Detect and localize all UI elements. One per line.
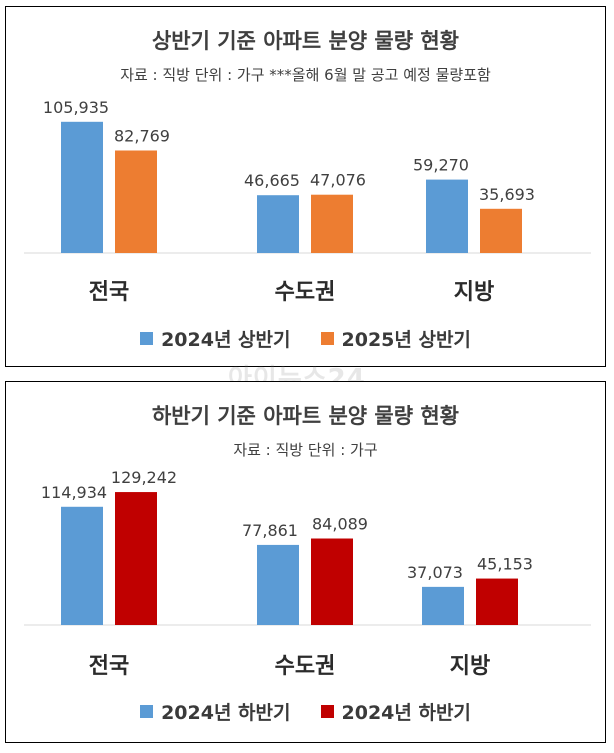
chart-title: 상반기 기준 아파트 분양 물량 현황: [151, 29, 460, 53]
bar-1-0: [257, 195, 299, 253]
data-label-1-0: 77,861: [242, 521, 298, 540]
bar-1-0: [257, 544, 299, 625]
legend-swatch: [140, 705, 154, 718]
data-label-0-1: 82,769: [114, 126, 170, 145]
legend-item-2024-first-half: 2024년 상반기: [140, 325, 291, 352]
legend-bottom: 2024년 하반기 2024년 하반기: [6, 698, 605, 725]
chart-title: 하반기 기준 아파트 분양 물량 현황: [151, 404, 460, 428]
category-label-0: 전국: [89, 654, 129, 679]
bar-2-0: [426, 179, 468, 253]
legend-label: 2024년 상반기: [161, 329, 291, 351]
chart-subtitle: 자료 : 직방 단위 : 가구: [233, 441, 378, 459]
data-label-0-0: 114,934: [41, 483, 107, 502]
bar-0-0: [61, 121, 103, 253]
legend-label: 2024년 하반기: [341, 702, 471, 724]
legend-swatch: [320, 332, 334, 345]
chart-subtitle: 자료 : 직방 단위 : 가구 ***올해 6월 말 공고 예정 물량포함: [120, 66, 491, 84]
data-label-1-1: 47,076: [310, 171, 366, 190]
legend-label: 2024년 하반기: [161, 702, 291, 724]
chart-panel-top: 상반기 기준 아파트 분양 물량 현황 자료 : 직방 단위 : 가구 ***올…: [5, 6, 606, 367]
chart-panel-bottom: 하반기 기준 아파트 분양 물량 현황 자료 : 직방 단위 : 가구 114,…: [5, 381, 606, 743]
bar-2-0: [422, 586, 464, 625]
data-label-0-0: 105,935: [43, 98, 109, 117]
data-label-2-1: 35,693: [479, 185, 535, 204]
bar-2-1: [476, 578, 518, 625]
legend-swatch: [140, 332, 154, 345]
data-label-2-1: 45,153: [477, 555, 533, 574]
bar-2-1: [480, 208, 522, 253]
legend-swatch: [320, 705, 334, 718]
category-label-1: 수도권: [275, 654, 336, 679]
bar-0-0: [61, 506, 103, 625]
bar-0-1: [115, 492, 157, 625]
legend-item-2024-second-half-b: 2024년 하반기: [320, 698, 471, 725]
bar-chart-top: 105,935 82,769 전국 46,665 47,076 수도권 59,270 35,6…: [24, 98, 591, 305]
category-label-2: 지방: [454, 280, 494, 305]
legend-item-2025-first-half: 2025년 상반기: [320, 325, 471, 352]
data-label-0-1: 129,242: [111, 468, 177, 487]
legend-top: 2024년 상반기 2025년 상반기: [6, 325, 605, 352]
bar-1-1: [311, 194, 353, 253]
bar-0-1: [115, 150, 157, 253]
data-label-2-0: 59,270: [413, 156, 469, 175]
category-label-2: 지방: [450, 654, 490, 679]
data-label-2-0: 37,073: [407, 563, 463, 582]
legend-label: 2025년 상반기: [341, 329, 471, 351]
data-label-1-0: 46,665: [244, 171, 300, 190]
category-label-0: 전국: [89, 280, 129, 305]
category-label-1: 수도권: [275, 280, 336, 305]
bar-1-1: [311, 538, 353, 625]
data-label-1-1: 84,089: [312, 515, 368, 534]
legend-item-2024-second-half-a: 2024년 하반기: [140, 698, 291, 725]
